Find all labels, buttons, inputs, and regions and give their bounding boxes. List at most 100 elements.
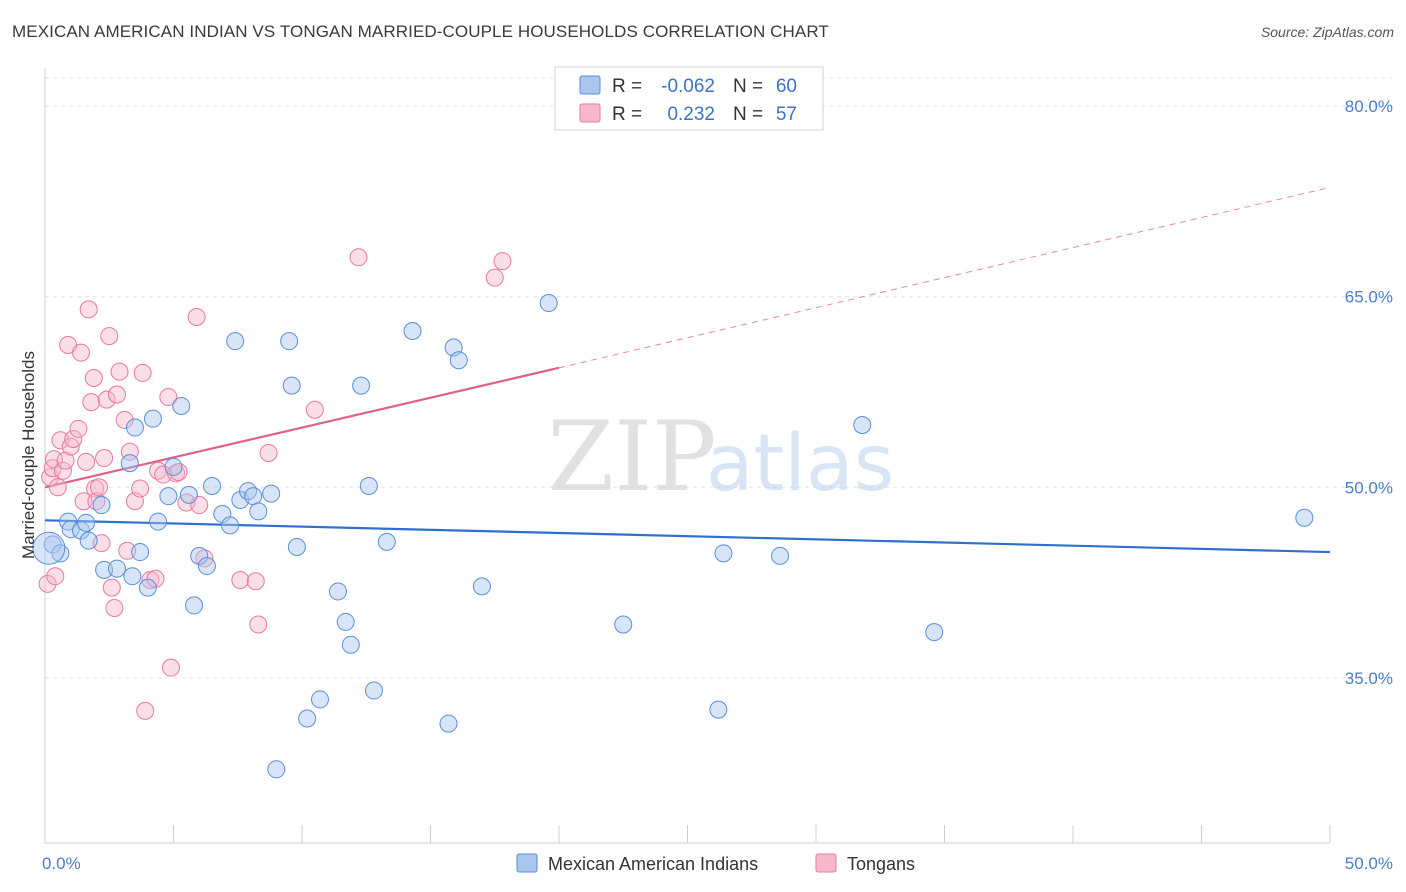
mexican-american-indians-point-11 [120, 454, 139, 473]
tongans-point-0 [38, 574, 57, 593]
mexican-american-indians-point-30 [244, 487, 263, 506]
mexican-american-indians-point-19 [172, 396, 191, 415]
mexican-american-indians-point-49 [449, 351, 468, 370]
legend-r-label-1: R = [612, 76, 642, 97]
legend-n-label-2: N = [733, 104, 763, 125]
tongans-point-49 [246, 572, 265, 591]
tongans-point-29 [115, 410, 134, 429]
mexican-american-indians-point-52 [614, 615, 633, 634]
y-tick-label-1: 65.0% [1345, 288, 1393, 307]
series-swatch-pink [815, 853, 837, 873]
tongans-point-33 [131, 479, 150, 498]
mexican-american-indians-point-58 [1295, 508, 1314, 527]
mexican-american-indians-point-53 [709, 700, 728, 719]
mexican-american-indians-point-20 [179, 485, 198, 504]
mexican-american-indians-point-42 [352, 376, 371, 395]
legend-n-value-2: 57 [776, 104, 797, 125]
y-tick-label-0: 80.0% [1345, 97, 1393, 116]
y-tick-label-3: 35.0% [1345, 669, 1393, 688]
tongans-point-55 [493, 252, 512, 271]
mexican-american-indians-point-24 [203, 476, 222, 495]
mexican-american-indians-point-55 [771, 546, 790, 565]
tongans-point-11 [69, 419, 88, 438]
mexican-american-indians-point-39 [328, 582, 347, 601]
legend-r-label-2: R = [612, 104, 642, 125]
tongans-point-16 [82, 393, 101, 412]
mexican-american-indians-point-22 [190, 546, 209, 565]
tongans-point-45 [187, 308, 206, 327]
mexican-american-indians-point-6 [79, 531, 98, 550]
mexican-american-indians-point-38 [310, 690, 329, 709]
watermark-atlas: atlas [706, 419, 895, 509]
trend-line-tongans [44, 366, 560, 489]
mexican-american-indians-point-33 [267, 760, 286, 779]
tongans-point-27 [107, 385, 126, 404]
mexican-american-indians-point-18 [164, 457, 183, 476]
legend-r-value-2: 0.232 [667, 104, 715, 125]
series-legend: Mexican American Indians Tongans [516, 853, 915, 874]
mexican-american-indians-point-7 [92, 496, 111, 515]
x-tick-label-0: 0.0% [42, 854, 81, 873]
tongans-point-53 [349, 248, 368, 267]
x-tick-labels: 0.0% 50.0% [42, 854, 1393, 873]
y-tick-label-2: 50.0% [1345, 478, 1393, 497]
mexican-american-indians-point-59 [32, 531, 66, 565]
tongans-point-20 [89, 478, 108, 497]
watermark: ZIP atlas [547, 401, 894, 513]
legend-n-value-1: 60 [776, 76, 797, 97]
tongans-point-41 [161, 658, 180, 677]
tongans-point-14 [77, 452, 96, 471]
tongans-point-39 [154, 465, 173, 484]
tongans-point-51 [259, 443, 278, 462]
series-legend-tongans: Tongans [847, 854, 915, 874]
tongans-point-13 [74, 492, 93, 511]
x-tick-label-1: 50.0% [1345, 854, 1393, 873]
trend-line-mexican-american-indians [44, 519, 1331, 554]
watermark-zip: ZIP [547, 401, 716, 513]
tongans-point-43 [169, 463, 188, 482]
tongans-point-25 [102, 578, 121, 597]
tongans-point-34 [133, 363, 152, 382]
tongans-point-26 [105, 598, 124, 617]
mexican-american-indians-point-26 [221, 516, 240, 535]
mexican-american-indians-point-13 [131, 543, 150, 562]
stats-legend: R = -0.062 N = 60 R = 0.232 N = 57 [554, 66, 824, 131]
mexican-american-indians-point-54 [714, 544, 733, 563]
axes [44, 68, 1331, 844]
tongans-point-35 [136, 701, 155, 720]
trend-line-tongans-extension [558, 186, 1331, 369]
tongans-point-48 [231, 571, 250, 590]
mexican-american-indians-point-50 [472, 577, 491, 596]
tongans-point-10 [64, 429, 83, 448]
mexican-american-indians-point-43 [359, 476, 378, 495]
mexican-american-indians-point-57 [925, 623, 944, 642]
mexican-american-indians-point-40 [336, 612, 355, 631]
mexican-american-indians-point-23 [197, 557, 216, 576]
mexican-american-indians-point-5 [77, 513, 96, 532]
mexican-american-indians-point-51 [539, 294, 558, 313]
y-tick-labels: 80.0% 65.0% 50.0% 35.0% [1345, 97, 1393, 688]
y-axis-label: Married-couple Households [19, 351, 38, 559]
series-legend-mexican-american-indians: Mexican American Indians [548, 854, 758, 874]
tongans-point-24 [100, 327, 119, 346]
tongans-point-7 [56, 451, 75, 470]
mexican-american-indians-point-10 [125, 418, 144, 437]
tongans-point-23 [97, 390, 116, 409]
mexican-american-indians-point-41 [341, 635, 360, 654]
mexican-american-indians-point-21 [185, 596, 204, 615]
mexican-american-indians-point-15 [143, 409, 162, 428]
legend-r-value-1: -0.062 [661, 76, 715, 97]
mexican-american-indians-point-31 [249, 502, 268, 521]
mexican-american-indians-point-16 [149, 512, 168, 531]
mexican-american-indians-point-47 [439, 714, 458, 733]
mexican-american-indians-point-44 [364, 681, 383, 700]
mexican-american-indians-point-45 [377, 532, 396, 551]
mexican-american-indians-point-27 [226, 332, 245, 351]
legend-n-label-1: N = [733, 76, 763, 97]
tongans-point-15 [79, 300, 98, 319]
mexican-american-indians-point-12 [123, 567, 142, 586]
tongans-point-22 [95, 449, 114, 468]
tongans-point-56 [46, 567, 65, 586]
mexican-american-indians-points [32, 294, 1314, 779]
series-swatch-blue [516, 853, 538, 873]
